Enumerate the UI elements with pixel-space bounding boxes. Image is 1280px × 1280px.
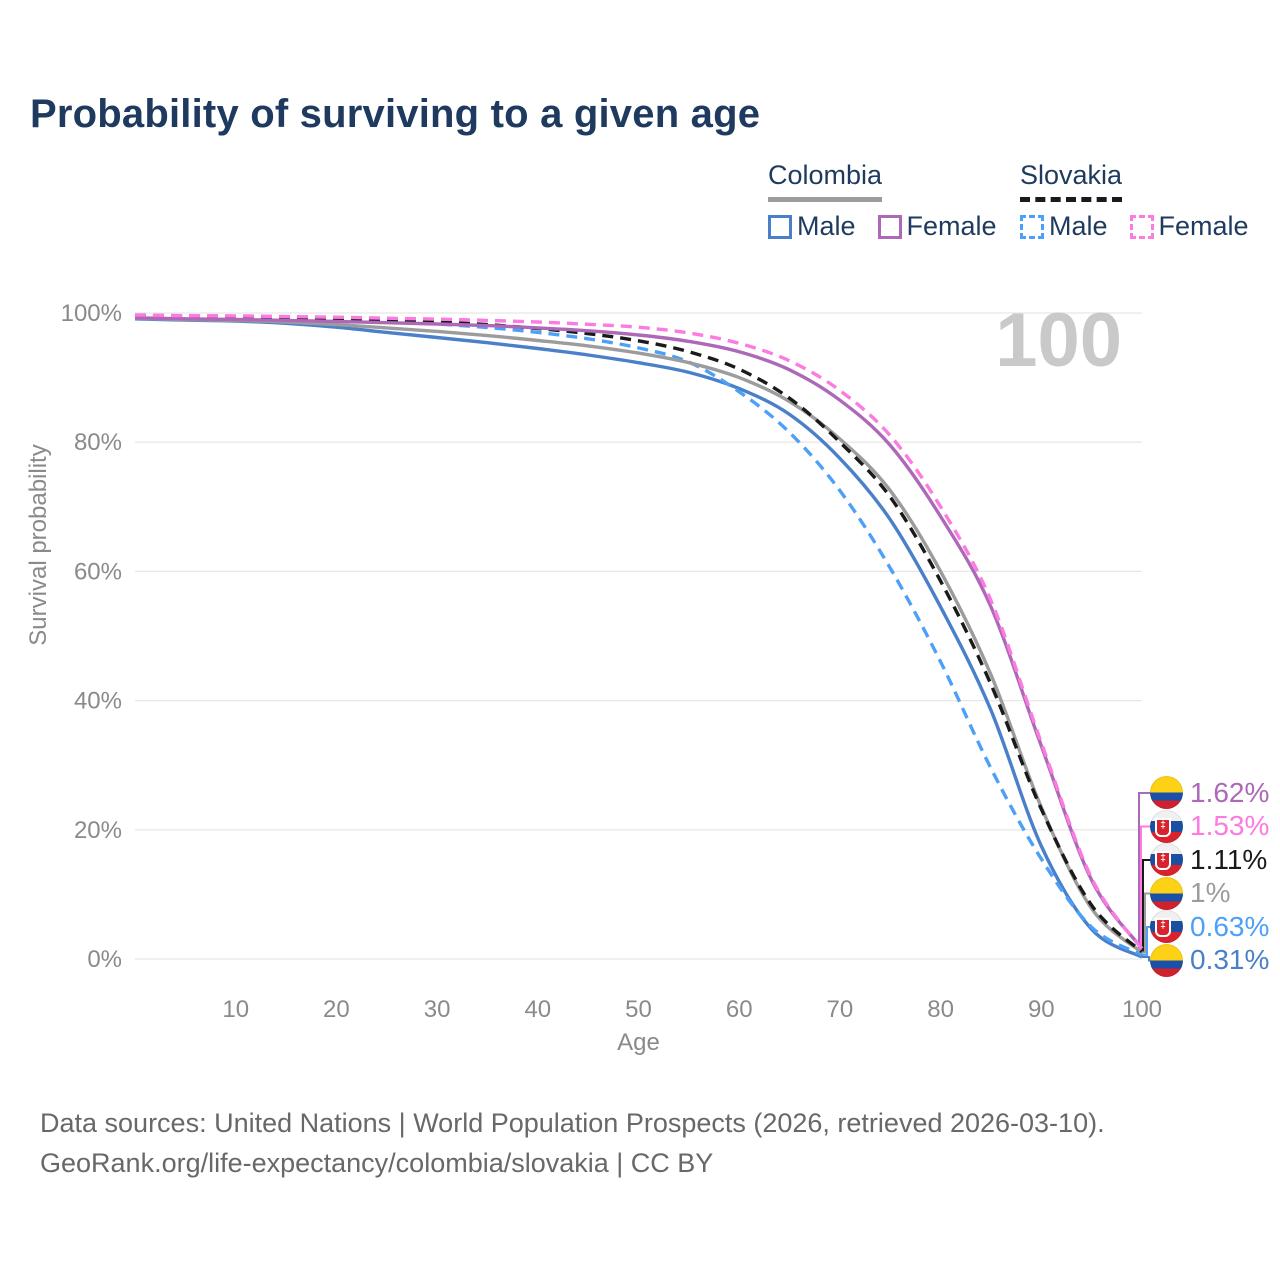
x-tick-label: 70 [827, 996, 854, 1023]
y-tick-label: 40% [74, 688, 122, 715]
x-tick-label: 60 [726, 996, 753, 1023]
y-tick-label: 100% [61, 300, 122, 327]
x-tick-label: 90 [1028, 996, 1055, 1023]
y-tick-label: 0% [87, 946, 122, 973]
legend-group-slovakia: Slovakia Male Female [1020, 160, 1249, 242]
slovakia-male-swatch-icon [1020, 214, 1044, 239]
colombia-female-swatch-icon [877, 214, 902, 239]
series-line-colombia-male[interactable] [134, 317, 1143, 959]
x-tick-label: 100 [1122, 996, 1162, 1023]
legend-item-label: Male [797, 211, 856, 241]
leader-line-slovakia-male [1142, 926, 1151, 956]
series-line-slovakia-male[interactable] [134, 314, 1143, 957]
series-line-colombia-total[interactable] [134, 316, 1144, 954]
y-tick-label: 80% [74, 429, 122, 456]
legend-item-label: Female [906, 211, 997, 241]
legend-item-label: Female [1158, 211, 1249, 241]
y-axis-title: Survival probability [25, 444, 52, 645]
x-tick-label: 30 [424, 996, 451, 1023]
hover-age-watermark: 100 [995, 298, 1122, 383]
y-tick-label: 60% [74, 558, 122, 585]
footer-data-sources: Data sources: United Nations | World Pop… [40, 1108, 1105, 1138]
page-title: Probability of surviving to a given age [30, 92, 761, 136]
legend-item-colombia-male[interactable]: Male [768, 211, 856, 242]
series-line-slovakia-female[interactable] [134, 313, 1144, 951]
legend-item-slovakia-female[interactable]: Female [1129, 211, 1249, 242]
legend-item-colombia-female[interactable]: Female [877, 211, 997, 242]
x-tick-label: 50 [625, 996, 652, 1023]
legend-group-colombia: Colombia Male Female [768, 160, 997, 242]
y-tick-label: 20% [74, 817, 122, 844]
leader-line-colombia-male [1142, 956, 1151, 962]
colombia-male-swatch-icon [768, 214, 792, 239]
legend-header-colombia: Colombia [768, 160, 883, 202]
legend-header-slovakia: Slovakia [1020, 160, 1123, 202]
series-line-slovakia-total[interactable] [134, 313, 1144, 954]
leader-line-colombia-total [1142, 892, 1151, 954]
legend-item-label: Male [1049, 211, 1108, 241]
x-tick-label: 20 [323, 996, 350, 1023]
leader-line-slovakia-female [1140, 825, 1151, 951]
x-tick-label: 80 [927, 996, 954, 1023]
x-tick-label: 10 [222, 996, 249, 1023]
x-axis-title: Age [617, 1029, 660, 1056]
x-tick-label: 40 [524, 996, 551, 1023]
series-line-colombia-female[interactable] [134, 316, 1144, 950]
slovakia-female-swatch-icon [1129, 214, 1154, 239]
footer-attribution: GeoRank.org/life-expectancy/colombia/slo… [40, 1148, 714, 1178]
legend-item-slovakia-male[interactable]: Male [1020, 211, 1108, 242]
